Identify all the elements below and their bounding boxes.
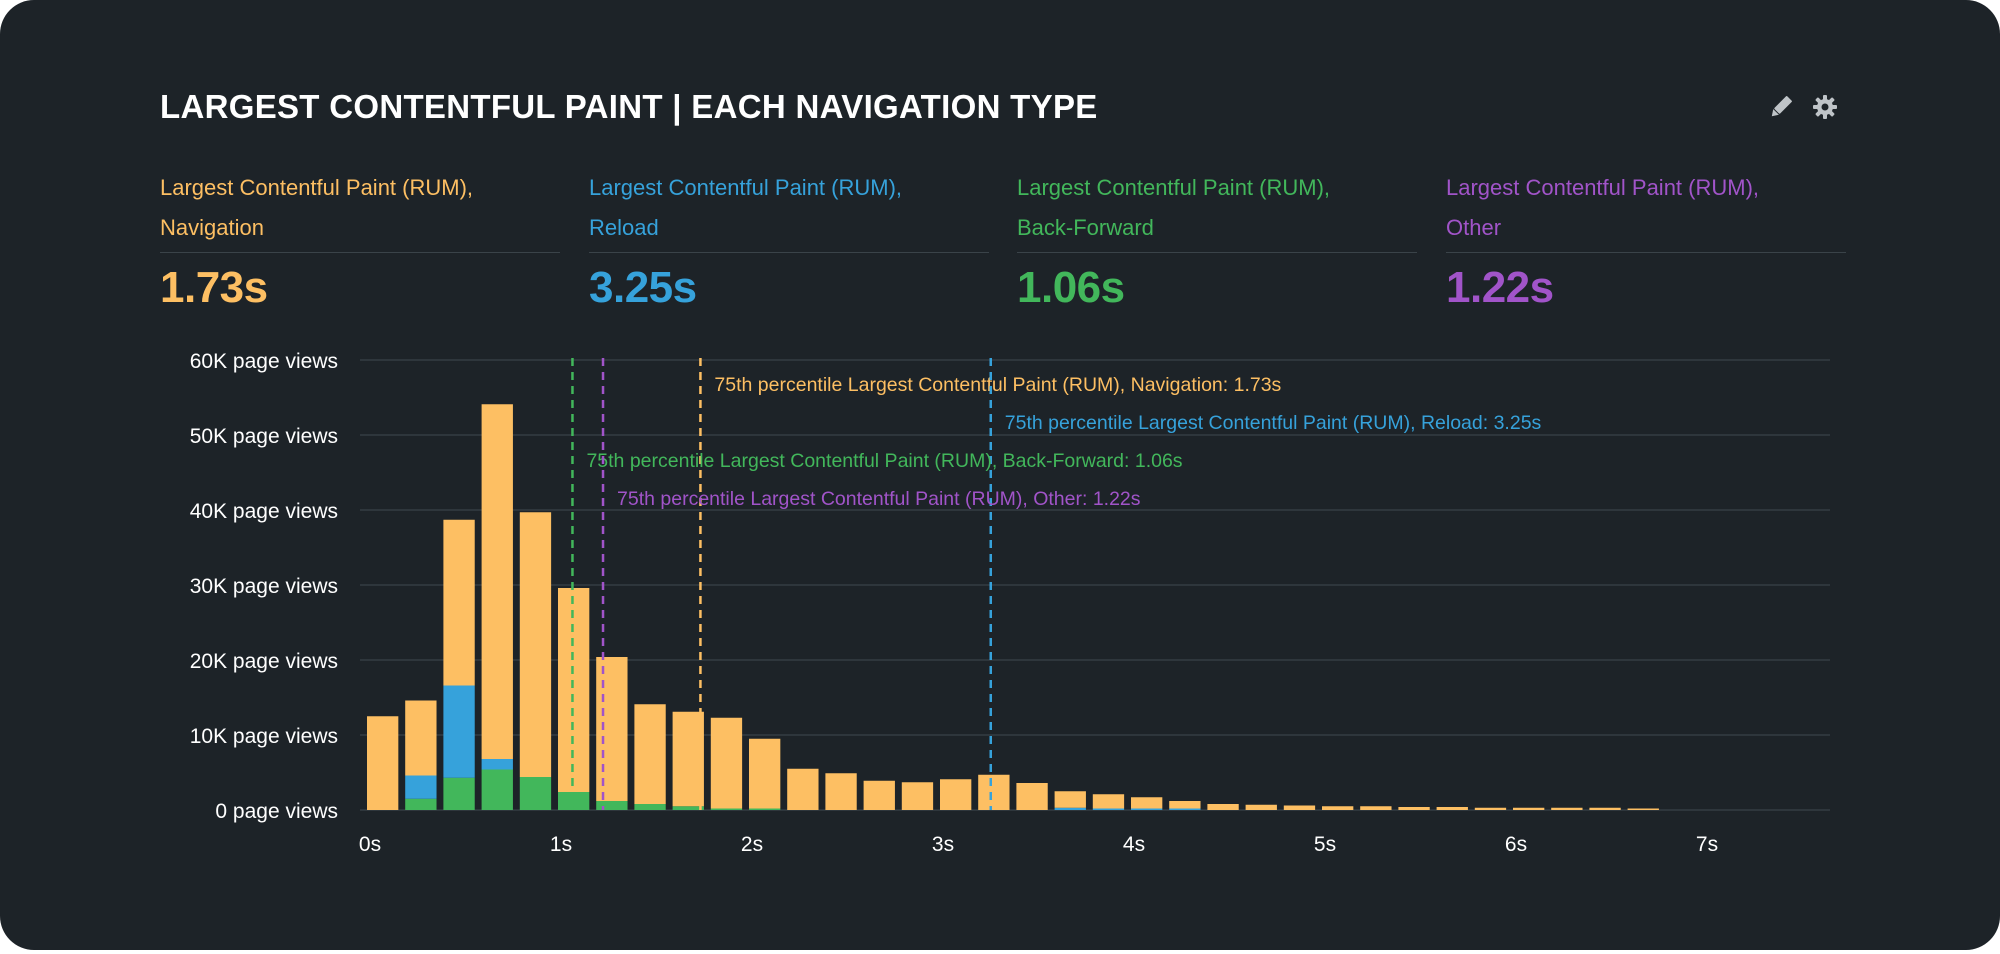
bar-segment-navigation [1627,808,1659,810]
metric-label: Largest Contentful Paint (RUM), Reload [589,175,903,240]
bar-segment-back-forward [634,804,666,810]
pencil-icon[interactable] [1766,92,1796,122]
bar-segment-navigation [596,657,628,801]
bar-segment-navigation [1016,783,1048,810]
metric-back-forward: Largest Contentful Paint (RUM), Back-For… [1017,168,1417,313]
bar-segment-navigation [1551,807,1583,810]
bar-segment-reload [1092,808,1125,810]
bar-segment-back-forward [481,769,513,810]
bar-segment-navigation [901,782,934,810]
bar-segment-navigation [558,588,590,792]
metric-divider [160,252,560,253]
bar-segment-navigation [481,404,513,759]
y-tick-label: 30K page views [190,575,338,598]
bar-segment-navigation [672,711,704,807]
bar-segment-back-forward [710,808,743,810]
bar-segment-navigation [825,773,857,810]
x-tick-label: 4s [1123,833,1145,856]
y-tick-label: 0 page views [215,800,338,823]
bar-segment-navigation [1169,801,1201,809]
bar-segment-back-forward [749,808,781,810]
chart-title: LARGEST CONTENTFUL PAINT | EACH NAVIGATI… [160,88,1098,125]
bar-segment-navigation [519,512,552,777]
metric-label: Largest Contentful Paint (RUM), Back-For… [1017,175,1331,240]
bar-segment-reload [1131,808,1163,810]
bar-segment-navigation [443,519,475,686]
bar-segment-navigation [1322,806,1354,810]
bar-segment-reload [405,775,437,799]
bar-segment-back-forward [519,777,552,810]
bar-segment-navigation [1207,804,1239,810]
bar-segment-navigation [405,700,437,776]
bar-segment-navigation [710,717,743,809]
bar-segment-navigation [940,779,972,810]
bar-segment-navigation [1245,804,1277,810]
x-tick-label: 2s [741,833,763,856]
metric-navigation: Largest Contentful Paint (RUM), Navigati… [160,168,560,313]
bar-segment-navigation [1054,791,1086,808]
metric-other: Largest Contentful Paint (RUM), Other 1.… [1446,168,1846,313]
bar-segment-navigation [1398,807,1430,810]
bar-segment-navigation [787,768,819,810]
bar-segment-back-forward [558,792,590,810]
x-tick-label: 7s [1696,833,1718,856]
bar-segment-navigation [367,716,399,810]
bar-segment-back-forward [405,798,437,810]
bar-segment-navigation [1436,807,1468,810]
x-tick-label: 5s [1314,833,1336,856]
metric-divider [1446,252,1846,253]
metric-divider [1017,252,1417,253]
percentile-label: 75th percentile Largest Contentful Paint… [586,450,1182,472]
x-tick-label: 3s [932,833,954,856]
bar-segment-reload [1169,808,1201,810]
metric-value: 1.22s [1446,263,1554,312]
bar-segment-reload [481,759,513,770]
percentile-label: 75th percentile Largest Contentful Paint… [714,374,1281,396]
bar-segment-navigation [978,774,1010,810]
x-tick-label: 1s [550,833,572,856]
bar-segment-navigation [634,704,666,804]
metric-value: 1.06s [1017,263,1125,312]
y-tick-label: 40K page views [190,500,338,523]
bar-segment-navigation [863,780,895,810]
y-tick-label: 60K page views [190,350,338,373]
bar-segment-navigation [749,738,781,809]
bar-segment-back-forward [443,777,475,810]
y-tick-label: 50K page views [190,425,338,448]
metric-label: Largest Contentful Paint (RUM), Other [1446,175,1760,240]
metric-value: 1.73s [160,263,268,312]
bar-segment-reload [1054,807,1086,810]
y-tick-label: 10K page views [190,725,338,748]
metric-divider [589,252,989,253]
bar-segment-navigation [1360,806,1392,810]
gear-icon[interactable] [1810,92,1840,122]
metric-value: 3.25s [589,263,697,312]
x-tick-label: 6s [1505,833,1527,856]
bar-segment-navigation [1283,805,1316,810]
bar-segment-reload [443,685,475,778]
bar-segment-navigation [1474,807,1507,810]
y-tick-label: 20K page views [190,650,338,673]
bar-segment-navigation [1092,794,1125,809]
metric-reload: Largest Contentful Paint (RUM), Reload 3… [589,168,989,313]
percentile-label: 75th percentile Largest Contentful Paint… [617,488,1141,510]
bar-segment-navigation [1589,807,1621,810]
bar-segment-back-forward [672,806,704,810]
metric-label: Largest Contentful Paint (RUM), Navigati… [160,175,474,240]
percentile-label: 75th percentile Largest Contentful Paint… [1005,412,1542,434]
bar-segment-navigation [1131,797,1163,809]
x-tick-label: 0s [359,833,381,856]
bar-segment-navigation [1513,807,1545,810]
bar-segment-back-forward [596,801,628,810]
